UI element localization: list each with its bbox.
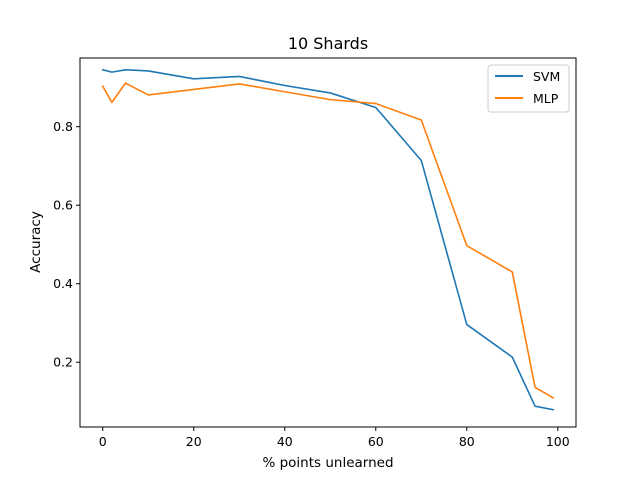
- axes-frame: [79, 57, 577, 428]
- x-tick-label: 20: [186, 434, 202, 449]
- y-axis: 0.2 0.4 0.6 0.8: [53, 119, 80, 370]
- y-tick-label: 0.8: [53, 119, 73, 134]
- legend: SVM MLP: [487, 64, 570, 113]
- x-tick-label: 80: [459, 434, 475, 449]
- x-tick-label: 100: [546, 434, 570, 449]
- y-axis-label: Accuracy: [28, 211, 44, 273]
- y-tick-label: 0.2: [53, 355, 73, 370]
- y-tick-label: 0.4: [53, 276, 73, 291]
- chart-title: 10 Shards: [288, 34, 368, 53]
- x-tick-label: 60: [368, 434, 384, 449]
- x-axis-label: % points unlearned: [262, 455, 393, 471]
- legend-label-mlp: MLP: [533, 91, 559, 106]
- x-tick-label: 0: [99, 434, 107, 449]
- series-layer: [101, 68, 555, 411]
- x-axis: 0 20 40 60 80 100: [99, 427, 570, 449]
- y-tick-label: 0.6: [53, 198, 73, 213]
- x-tick-label: 40: [277, 434, 293, 449]
- series-line-mlp: [101, 82, 555, 400]
- plot-area: [79, 57, 577, 428]
- series-line-svm: [101, 68, 555, 411]
- legend-label-svm: SVM: [533, 69, 560, 84]
